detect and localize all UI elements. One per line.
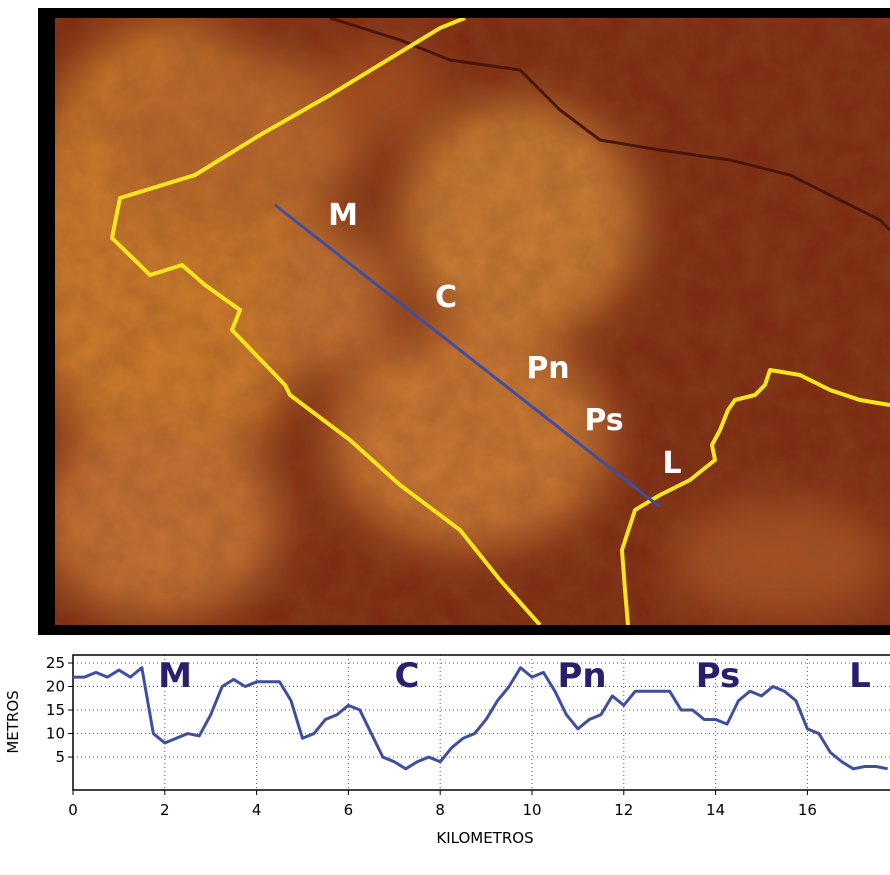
x-tick-label: 14: [706, 801, 725, 819]
x-tick-label: 8: [435, 801, 445, 819]
y-tick-label: 25: [46, 654, 65, 672]
y-tick-label: 20: [46, 678, 65, 696]
plot-frame: [73, 655, 890, 790]
profile-label: C: [395, 656, 420, 696]
profile-chart: METROS KILOMETROS: [4, 690, 534, 847]
y-tick-label: 5: [55, 748, 65, 766]
x-tick-label: 16: [798, 801, 817, 819]
x-tick-label: 6: [344, 801, 354, 819]
map-label: C: [435, 280, 457, 315]
y-axis-label: METROS: [4, 690, 22, 753]
profile-label: L: [849, 656, 871, 696]
profile-label: Ps: [696, 656, 741, 696]
map: [20, 8, 890, 635]
y-tick-label: 15: [46, 701, 65, 719]
profile-label: M: [158, 656, 192, 696]
x-tick-label: 2: [160, 801, 170, 819]
map-label: Pn: [526, 351, 569, 386]
map-label: M: [328, 198, 358, 233]
x-tick-label: 10: [522, 801, 541, 819]
map-label: L: [662, 446, 681, 481]
map-label: Ps: [584, 403, 623, 438]
y-tick-label: 10: [46, 725, 65, 743]
x-tick-label: 12: [614, 801, 633, 819]
page: METROS KILOMETROS M C Pn Ps L 5 10 15 20 25 0 2 4 6 8 1…: [0, 0, 890, 875]
x-tick-label: 4: [252, 801, 262, 819]
x-axis-label: KILOMETROS: [436, 829, 533, 847]
x-tick-label: 0: [68, 801, 78, 819]
profile-line: [73, 668, 888, 769]
profile-label: Pn: [557, 656, 606, 696]
terrain-texture: [55, 18, 890, 625]
